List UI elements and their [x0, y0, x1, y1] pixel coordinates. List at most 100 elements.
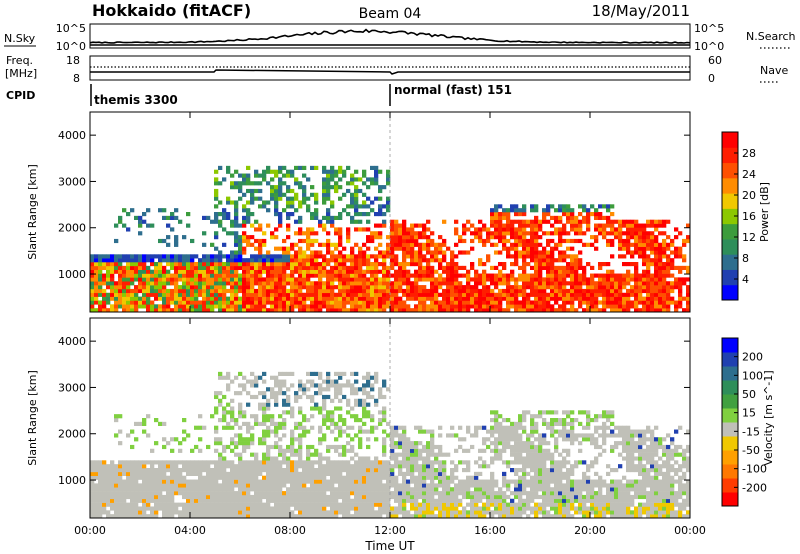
echo-cell: [302, 491, 307, 496]
echo-cell: [338, 464, 343, 469]
echo-cell: [306, 231, 311, 236]
echo-cell: [394, 296, 399, 301]
echo-cell: [350, 262, 355, 267]
echo-cell: [470, 483, 475, 488]
echo-cell: [190, 296, 195, 301]
echo-cell: [634, 308, 639, 313]
echo-cell: [266, 475, 271, 480]
echo-cell: [250, 192, 255, 197]
echo-cell: [334, 406, 339, 411]
echo-cell: [154, 502, 159, 507]
echo-cell: [378, 483, 383, 488]
echo-cell: [298, 421, 303, 426]
echo-cell: [362, 487, 367, 492]
nsky-tick-top: 10^5: [56, 22, 86, 35]
echo-cell: [378, 208, 383, 213]
echo-cell: [642, 242, 647, 247]
echo-cell: [466, 514, 471, 519]
echo-cell: [326, 487, 331, 492]
echo-cell: [330, 277, 335, 282]
echo-cell: [674, 281, 679, 286]
echo-cell: [614, 288, 619, 294]
echo-cell: [566, 212, 571, 217]
echo-cell: [442, 250, 447, 255]
echo-cell: [274, 258, 279, 263]
echo-cell: [186, 265, 191, 270]
echo-cell: [226, 265, 231, 270]
echo-cell: [194, 479, 199, 484]
echo-cell: [430, 460, 435, 465]
echo-cell: [430, 483, 435, 488]
echo-cell: [450, 308, 455, 313]
echo-cell: [622, 277, 627, 282]
echo-cell: [418, 273, 423, 278]
echo-cell: [214, 188, 219, 194]
echo-cell: [222, 227, 227, 232]
echo-cell: [442, 292, 447, 297]
echo-cell: [130, 288, 135, 294]
echo-cell: [346, 475, 351, 480]
echo-cell: [306, 371, 311, 376]
echo-cell: [122, 288, 127, 294]
echo-cell: [630, 262, 635, 267]
echo-cell: [338, 460, 343, 465]
echo-cell: [354, 169, 359, 174]
echo-cell: [394, 441, 399, 446]
echo-cell: [590, 204, 595, 209]
echo-cell: [482, 483, 487, 488]
station-title: Hokkaido (fitACF): [92, 1, 251, 20]
echo-cell: [558, 304, 563, 309]
echo-cell: [534, 254, 539, 259]
echo-cell: [194, 483, 199, 488]
echo-cell: [262, 173, 267, 178]
echo-cell: [362, 300, 367, 305]
echo-cell: [530, 304, 535, 309]
echo-cell: [286, 296, 291, 301]
echo-cell: [398, 235, 403, 240]
echo-cell: [618, 277, 623, 282]
echo-cell: [298, 200, 303, 205]
echo-cell: [202, 487, 207, 492]
echo-cell: [538, 269, 543, 274]
echo-cell: [130, 487, 135, 492]
echo-cell: [602, 296, 607, 301]
echo-cell: [430, 254, 435, 259]
echo-cell: [262, 292, 267, 297]
echo-cell: [326, 502, 331, 507]
echo-cell: [482, 464, 487, 469]
echo-cell: [390, 475, 395, 480]
echo-cell: [378, 464, 383, 469]
echo-cell: [538, 219, 543, 224]
echo-cell: [126, 273, 131, 278]
echo-cell: [446, 475, 451, 480]
echo-cell: [362, 254, 367, 259]
echo-cell: [226, 375, 231, 380]
echo-cell: [354, 494, 359, 500]
echo-cell: [314, 212, 319, 217]
echo-cell: [106, 281, 111, 286]
echo-cell: [478, 300, 483, 305]
echo-cell: [230, 277, 235, 282]
echo-cell: [102, 494, 107, 500]
echo-cell: [602, 235, 607, 240]
echo-cell: [110, 277, 115, 282]
echo-cell: [238, 506, 243, 511]
echo-cell: [310, 502, 315, 507]
echo-cell: [434, 281, 439, 286]
echo-cell: [246, 165, 251, 170]
echo-cell: [246, 285, 251, 290]
echo-cell: [554, 296, 559, 301]
echo-cell: [310, 265, 315, 270]
echo-cell: [482, 262, 487, 267]
echo-cell: [378, 269, 383, 274]
echo-cell: [230, 262, 235, 267]
echo-cell: [310, 514, 315, 519]
echo-cell: [198, 502, 203, 507]
echo-cell: [218, 300, 223, 305]
echo-cell: [386, 181, 391, 186]
echo-cell: [246, 510, 251, 515]
echo-cell: [98, 460, 103, 465]
echo-cell: [310, 227, 315, 232]
echo-cell: [570, 223, 575, 228]
echo-cell: [258, 308, 263, 313]
